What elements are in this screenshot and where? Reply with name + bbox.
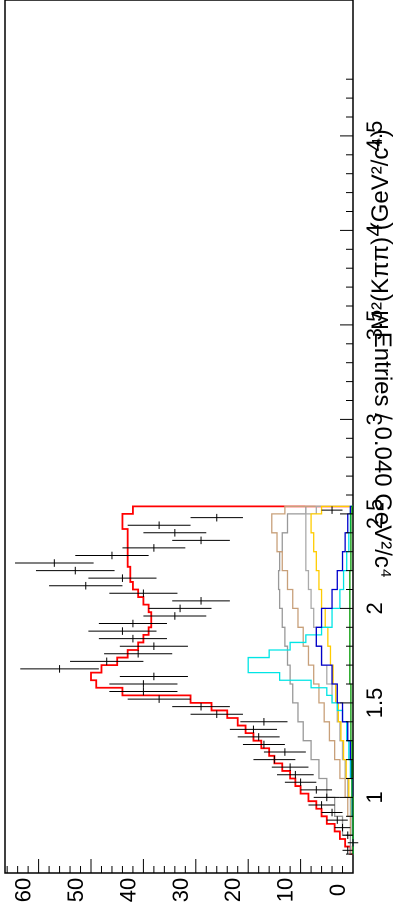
x-tick-label: 1 (362, 791, 387, 803)
y-tick-label: 20 (220, 878, 245, 902)
y-tick-label: 0 (325, 884, 350, 896)
fit-series-line (247, 505, 354, 855)
y-axis-title: Entries / 0.040 GeV²/c⁴ (369, 332, 396, 578)
fit-series-line (90, 505, 353, 855)
y-axis: 0 10 20 30 40 50 60 (6, 859, 354, 902)
x-tick-label: 4.5 (362, 121, 387, 152)
x-tick-label: 2.5 (362, 499, 387, 530)
y-tick-label: 10 (273, 878, 298, 902)
x-tick-label: 1.5 (362, 688, 387, 719)
y-tick-label: 40 (115, 878, 140, 902)
x-tick-label: 3.5 (362, 310, 387, 341)
x-axis: 1 1.5 2 2.5 3 3.5 4 4.5 (340, 78, 387, 855)
x-tick-label: 3 (362, 413, 387, 425)
y-tick-label: 30 (168, 878, 193, 902)
x-axis-title: M²(Kππ) (GeV²/c⁴) (367, 129, 394, 330)
x-tick-label: 4 (362, 224, 387, 236)
y-tick-label: 60 (11, 878, 36, 902)
plot-frame (4, 0, 354, 874)
y-tick-label: 50 (63, 878, 88, 902)
fit-components (90, 505, 354, 855)
fit-series-line (271, 505, 354, 855)
x-tick-label: 2 (362, 602, 387, 614)
